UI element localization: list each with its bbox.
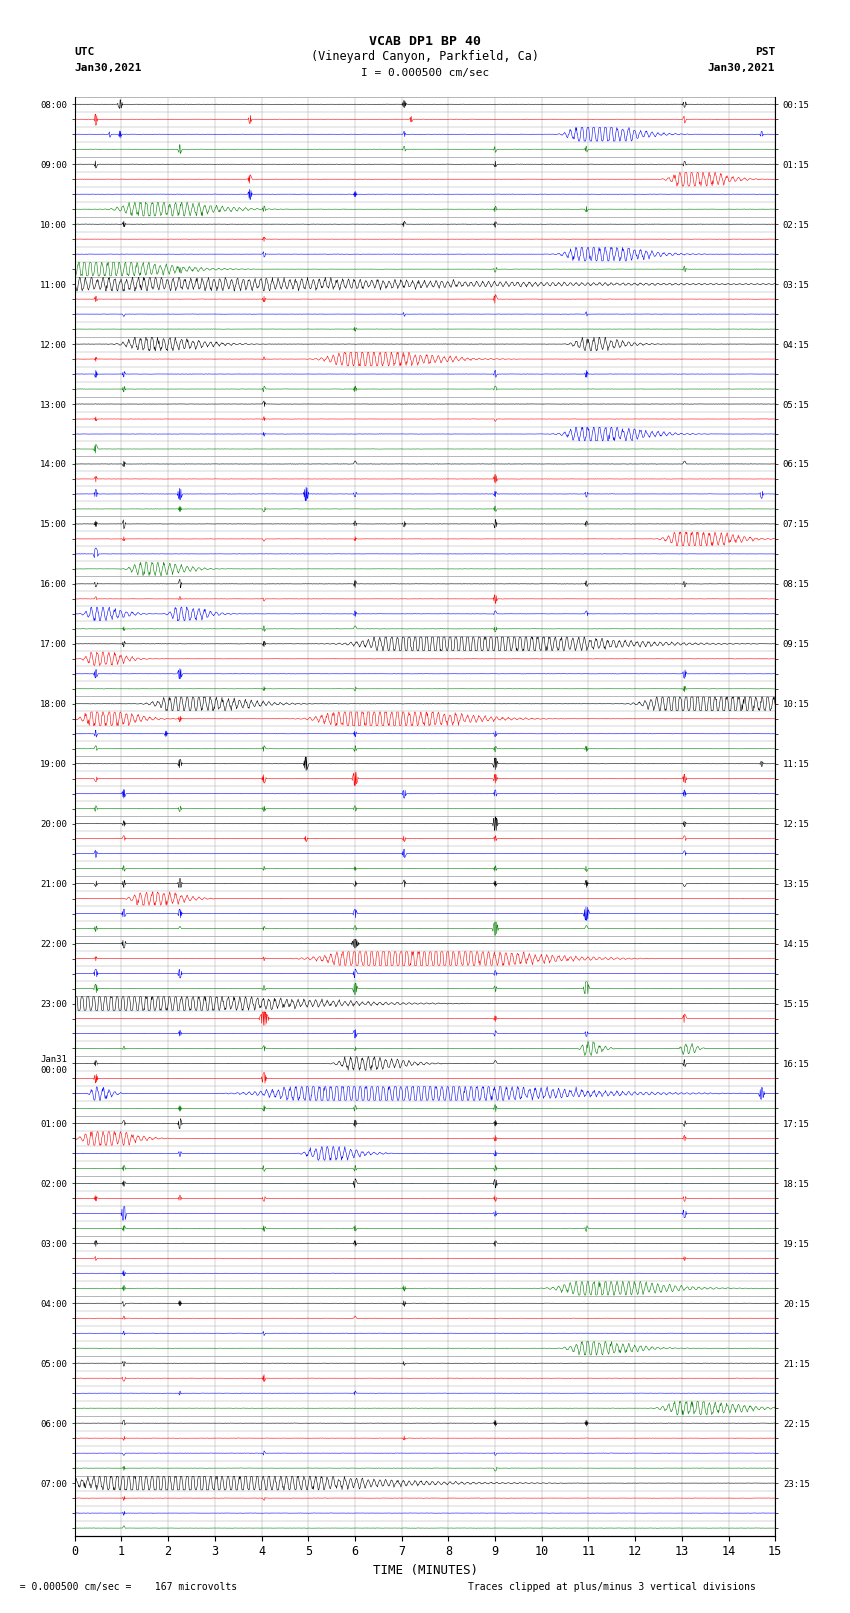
Text: = 0.000500 cm/sec =    167 microvolts: = 0.000500 cm/sec = 167 microvolts	[8, 1582, 238, 1592]
X-axis label: TIME (MINUTES): TIME (MINUTES)	[372, 1565, 478, 1578]
Text: (Vineyard Canyon, Parkfield, Ca): (Vineyard Canyon, Parkfield, Ca)	[311, 50, 539, 63]
Text: Jan30,2021: Jan30,2021	[708, 63, 775, 73]
Text: VCAB DP1 BP 40: VCAB DP1 BP 40	[369, 35, 481, 48]
Text: Jan30,2021: Jan30,2021	[75, 63, 142, 73]
Text: I = 0.000500 cm/sec: I = 0.000500 cm/sec	[361, 68, 489, 77]
Text: UTC: UTC	[75, 47, 95, 56]
Text: Traces clipped at plus/minus 3 vertical divisions: Traces clipped at plus/minus 3 vertical …	[468, 1582, 756, 1592]
Text: PST: PST	[755, 47, 775, 56]
